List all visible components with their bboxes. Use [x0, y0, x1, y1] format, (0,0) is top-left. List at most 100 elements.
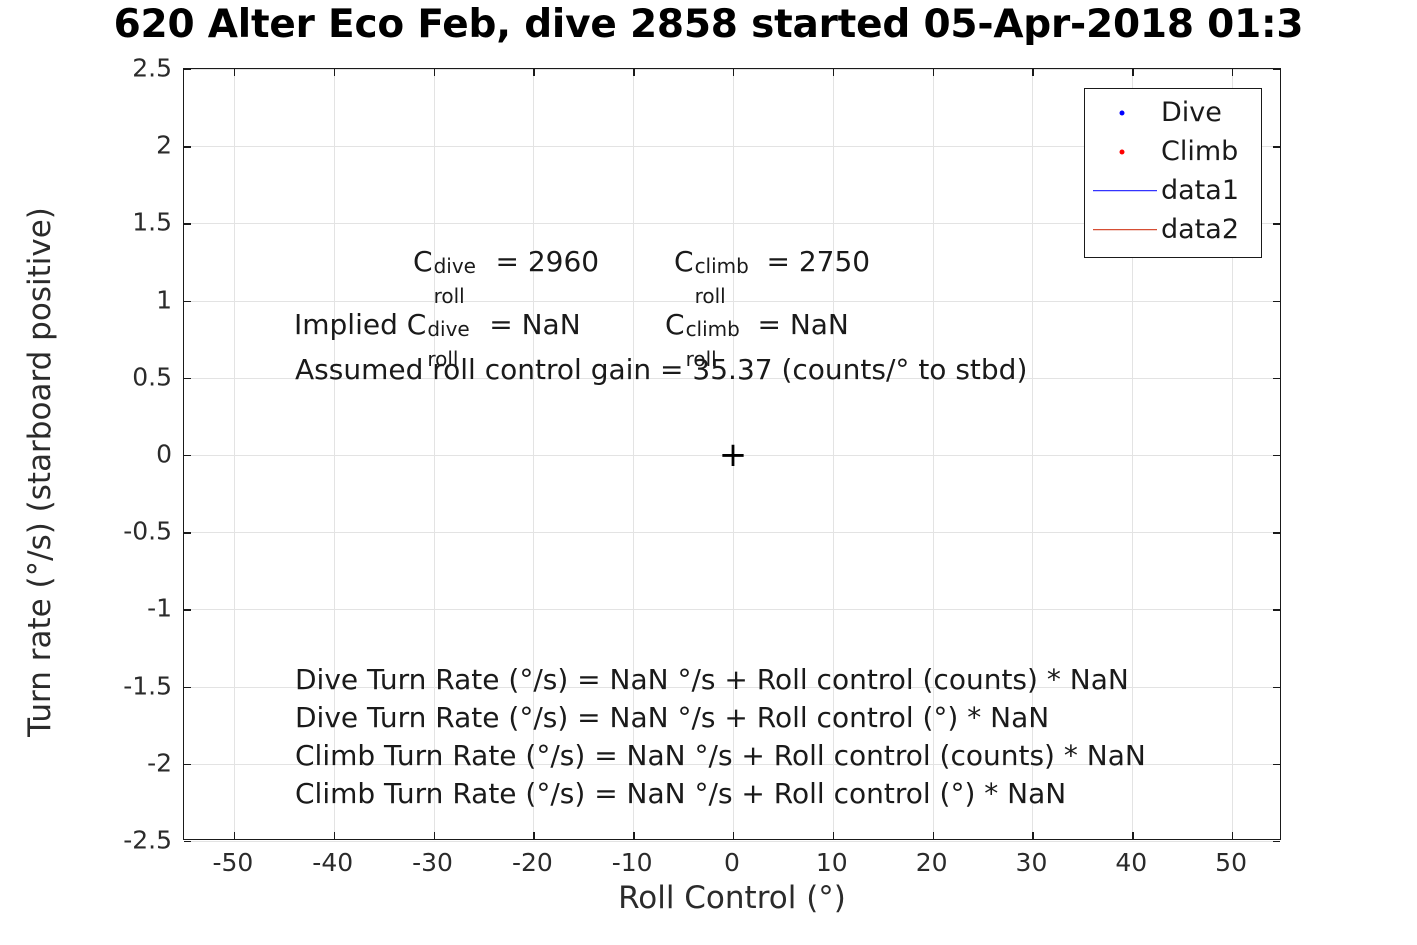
legend-item-data2[interactable]: data2 [1085, 210, 1261, 249]
legend-line-icon [1093, 228, 1157, 231]
y-tick [184, 146, 191, 148]
implied-dive-superscript: dive [427, 317, 470, 341]
gridline-horizontal [184, 763, 1280, 765]
legend-label: Dive [1161, 97, 1222, 128]
x-tick-label: 0 [724, 848, 740, 877]
x-tick [433, 832, 435, 839]
implied-dive-subscript: roll [427, 347, 459, 371]
x-tick-label: -50 [212, 848, 254, 877]
gridline-vertical [1232, 69, 1234, 839]
c-roll-dive-base: C [413, 245, 433, 278]
gridline-horizontal [184, 455, 1280, 456]
legend-sample-climb [1085, 132, 1161, 171]
c-roll-climb-superscript: climb [694, 254, 749, 278]
chart-title: 620 Alter Eco Feb, dive 2858 started 05-… [113, 2, 1304, 47]
c-roll-dive-subscript: roll [433, 284, 465, 308]
x-tick [633, 69, 635, 76]
legend-item-climb[interactable]: Climb [1085, 132, 1261, 171]
y-tick-label: -1.5 [123, 671, 172, 701]
y-tick [184, 300, 191, 302]
gridline-vertical [733, 69, 734, 839]
x-tick [932, 69, 935, 76]
c-roll-dive-value: = 2960 [486, 245, 600, 278]
x-tick [233, 832, 236, 839]
y-tick [1273, 686, 1280, 688]
gridline-horizontal [184, 300, 1280, 302]
legend-line-icon [1093, 189, 1157, 192]
c-roll-climb-base: C [674, 245, 694, 278]
y-tick-label: -2.5 [123, 825, 172, 855]
y-tick-label: 0.5 [132, 362, 172, 392]
y-tick [1273, 532, 1280, 534]
y-tick [1273, 146, 1280, 148]
y-tick [184, 841, 191, 843]
y-tick [184, 686, 191, 688]
gridline-vertical [1132, 69, 1134, 839]
x-tick [733, 69, 735, 76]
y-tick-label: -1 [147, 593, 172, 623]
legend[interactable]: Dive Climb data1 data2 [1084, 88, 1262, 258]
annotation-gain: Assumed roll control gain = 35.37 (count… [295, 353, 1028, 386]
y-tick [184, 455, 191, 457]
legend-item-data1[interactable]: data1 [1085, 171, 1261, 210]
y-tick [1273, 300, 1280, 302]
implied-climb-superscript: climb [685, 317, 740, 341]
x-tick [333, 69, 336, 76]
x-tick-label: -10 [611, 848, 653, 877]
y-tick-label: 1.5 [132, 207, 172, 237]
c-roll-dive-superscript: dive [433, 254, 476, 278]
legend-item-dive[interactable]: Dive [1085, 93, 1261, 132]
annotation-climb-equation-counts: Climb Turn Rate (°/s) = NaN °/s + Roll c… [295, 739, 1146, 772]
y-tick [1273, 763, 1280, 766]
gridline-horizontal [184, 841, 1280, 842]
implied-climb-subscript: roll [685, 347, 717, 371]
gridline-vertical [533, 69, 535, 839]
y-tick [1273, 69, 1280, 71]
implied-climb-base: C [665, 308, 685, 341]
x-tick-label: 20 [915, 848, 948, 877]
gridline-vertical [832, 69, 834, 839]
legend-dot-icon [1119, 110, 1125, 115]
y-tick [184, 532, 191, 534]
legend-sample-data1 [1085, 171, 1161, 210]
y-tick [1273, 609, 1280, 611]
x-tick [1132, 832, 1134, 839]
x-tick-label: 50 [1215, 848, 1247, 877]
y-tick [184, 377, 191, 380]
x-tick-label: 10 [815, 848, 848, 877]
x-tick [533, 69, 535, 76]
gridline-horizontal [184, 69, 1280, 70]
x-tick [1032, 69, 1034, 76]
y-tick-label: 0 [156, 439, 172, 469]
legend-sample-dive [1085, 93, 1161, 132]
x-tick [233, 69, 236, 76]
gridline-horizontal [184, 686, 1280, 688]
gridline-vertical [1032, 69, 1034, 839]
gridline-horizontal [184, 609, 1280, 611]
y-axis-label: Turn rate (°/s) (starboard positive) [22, 207, 58, 737]
annotation-dive-equation-degrees: Dive Turn Rate (°/s) = NaN °/s + Roll co… [295, 701, 1050, 734]
x-tick-label: 30 [1015, 848, 1048, 877]
y-tick-label: -0.5 [123, 516, 172, 546]
x-tick [1232, 69, 1234, 76]
c-roll-climb-value: = 2750 [757, 245, 871, 278]
x-tick [633, 832, 635, 839]
y-tick-label: 2.5 [132, 53, 172, 83]
y-tick [184, 69, 191, 71]
x-tick [333, 832, 336, 839]
y-tick-label: 1 [156, 285, 172, 315]
legend-sample-data2 [1085, 210, 1161, 249]
x-tick [433, 69, 435, 76]
c-roll-climb-subscript: roll [694, 284, 726, 308]
y-tick [184, 609, 191, 611]
gridline-vertical [333, 69, 335, 839]
legend-label: data1 [1161, 175, 1239, 206]
x-tick [533, 832, 535, 839]
x-axis-label: Roll Control (°) [618, 880, 846, 916]
legend-label: data2 [1161, 214, 1239, 245]
legend-dot-icon [1119, 149, 1125, 154]
